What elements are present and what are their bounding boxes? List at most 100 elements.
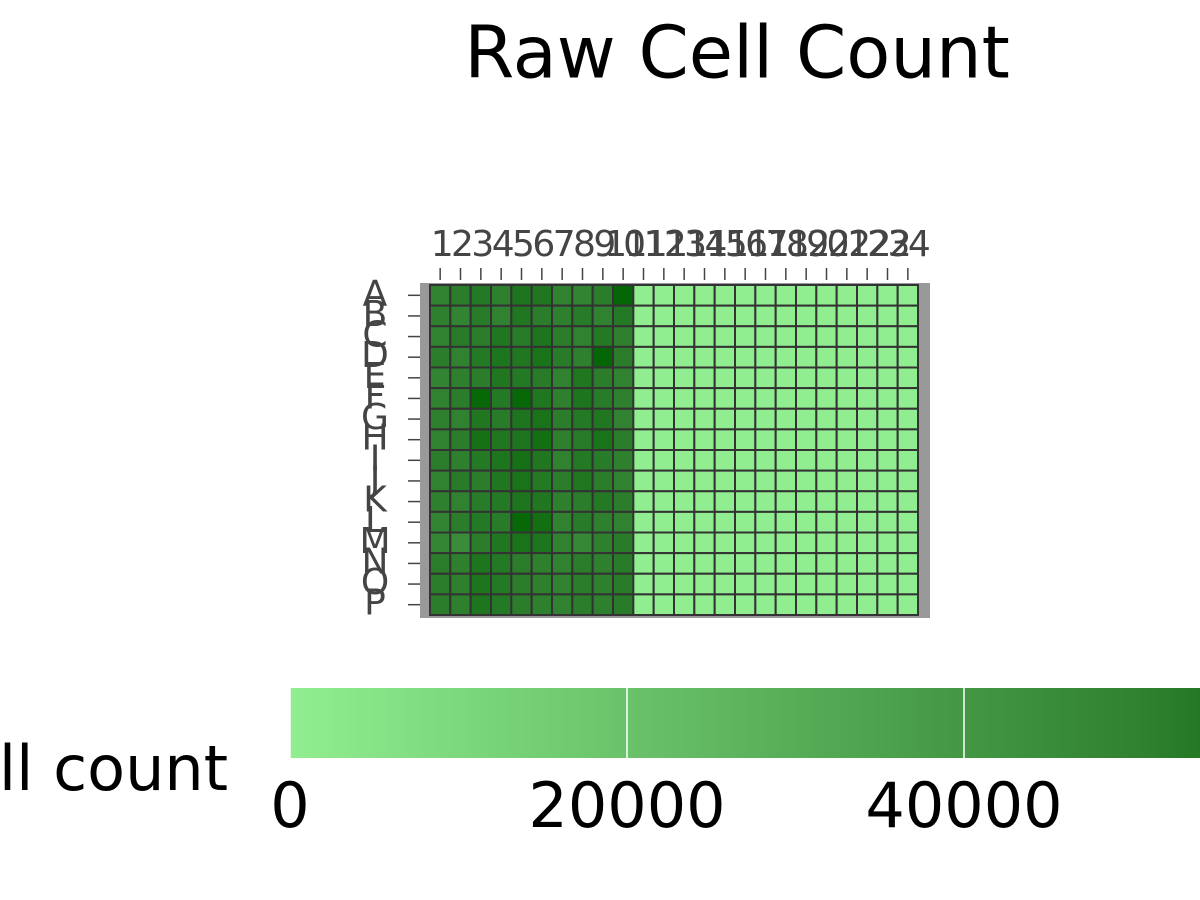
cell <box>530 490 554 513</box>
cell <box>571 593 594 616</box>
cell <box>591 510 615 534</box>
cell <box>896 490 920 513</box>
cell <box>530 552 554 575</box>
cell <box>510 325 533 348</box>
cell <box>551 449 574 472</box>
cell <box>693 510 716 534</box>
cell <box>429 552 452 575</box>
cell <box>713 531 737 555</box>
cell <box>754 345 777 369</box>
cell <box>591 284 615 307</box>
cell <box>754 387 777 410</box>
x-tick-label: 12 <box>645 224 684 265</box>
cell <box>693 593 716 616</box>
cell <box>530 345 554 369</box>
cell <box>490 325 513 348</box>
cell <box>835 469 859 493</box>
cell <box>429 407 452 431</box>
cell <box>693 428 716 451</box>
cell <box>612 531 635 555</box>
y-tick-label: P <box>364 583 386 624</box>
cell <box>876 284 899 307</box>
cell <box>591 572 615 596</box>
cell <box>632 387 655 410</box>
cell <box>449 428 472 451</box>
cell <box>896 449 920 472</box>
cell <box>896 469 920 493</box>
cell <box>429 366 452 390</box>
cell <box>713 387 737 410</box>
y-tick-label: H <box>361 418 388 459</box>
cell <box>693 325 716 348</box>
cell <box>774 345 798 369</box>
cell <box>510 366 533 390</box>
cell <box>429 572 452 596</box>
cell <box>815 284 838 307</box>
cell <box>774 593 798 616</box>
cell <box>490 469 513 493</box>
cell <box>591 490 615 513</box>
cell <box>469 572 492 596</box>
cell <box>876 449 899 472</box>
cell <box>713 510 737 534</box>
cell <box>815 304 838 328</box>
cell <box>856 407 879 431</box>
y-tick-label: O <box>361 562 389 603</box>
cell <box>530 469 554 493</box>
cell <box>734 490 757 513</box>
heatmap-cells <box>429 284 920 616</box>
cell <box>469 449 492 472</box>
cell <box>469 284 492 307</box>
cell <box>449 469 472 493</box>
cell <box>876 345 899 369</box>
cell <box>429 469 452 493</box>
cell <box>754 490 777 513</box>
cell <box>530 387 554 410</box>
cell <box>652 345 676 369</box>
cell <box>673 490 696 513</box>
x-tick-label: 24 <box>889 224 929 265</box>
cell <box>673 387 696 410</box>
cell <box>652 552 676 575</box>
cell <box>815 407 838 431</box>
cell <box>510 449 533 472</box>
cell <box>612 510 635 534</box>
cell <box>774 407 798 431</box>
cell <box>734 572 757 596</box>
cell <box>429 531 452 555</box>
cell <box>612 490 635 513</box>
cell <box>734 552 757 575</box>
cell <box>856 490 879 513</box>
cell <box>795 510 818 534</box>
cell <box>856 510 879 534</box>
cell <box>876 510 899 534</box>
cell <box>876 552 899 575</box>
cell <box>490 449 513 472</box>
cell <box>673 552 696 575</box>
cell <box>795 407 818 431</box>
cell <box>490 552 513 575</box>
cell <box>632 284 655 307</box>
cell <box>734 469 757 493</box>
cell <box>754 449 777 472</box>
cell <box>469 469 492 493</box>
cell <box>652 531 676 555</box>
cell <box>856 449 879 472</box>
cell <box>876 304 899 328</box>
cell <box>429 387 452 410</box>
cell <box>896 407 920 431</box>
cell <box>551 531 574 555</box>
cell <box>510 572 533 596</box>
cell <box>469 428 492 451</box>
cell <box>835 531 859 555</box>
y-tick-label: N <box>362 541 389 582</box>
cell <box>713 449 737 472</box>
cell <box>815 552 838 575</box>
cell <box>693 552 716 575</box>
cell <box>815 510 838 534</box>
cell <box>490 304 513 328</box>
x-tick-label: 20 <box>808 224 848 265</box>
cell <box>693 345 716 369</box>
cell <box>652 366 676 390</box>
cell <box>490 531 513 555</box>
